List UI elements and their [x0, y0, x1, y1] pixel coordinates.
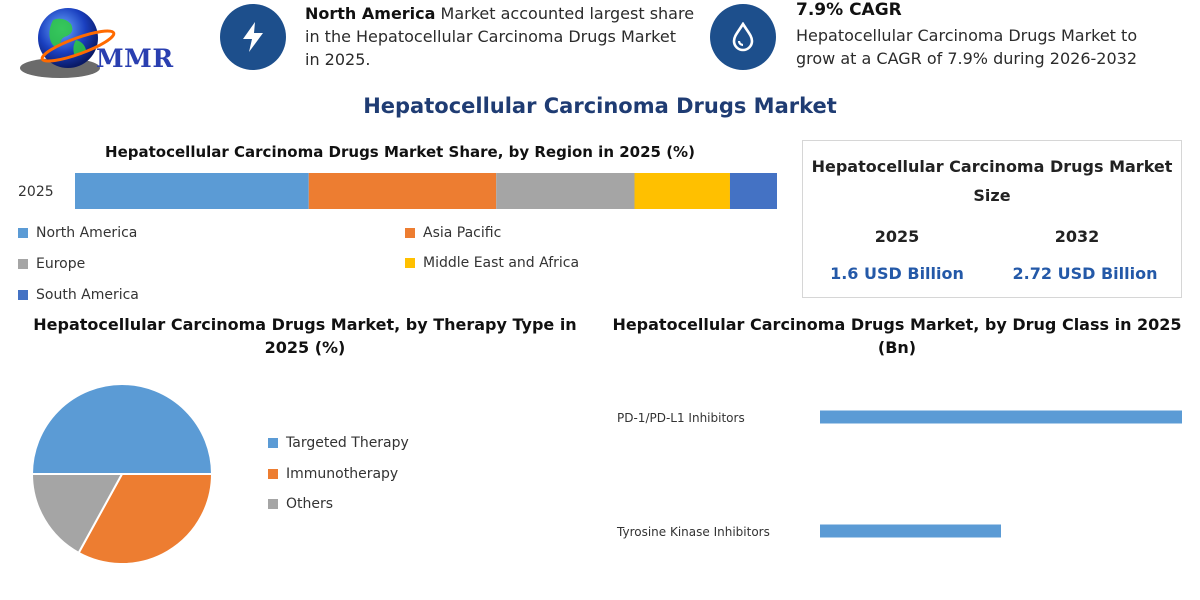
drug-class-chart-title: Hepatocellular Carcinoma Drugs Market, b… — [612, 315, 1182, 357]
therapy-chart-title: Hepatocellular Carcinoma Drugs Market, b… — [33, 315, 577, 357]
legend-swatch — [268, 499, 278, 509]
drug-class-label: PD-1/PD-L1 Inhibitors — [617, 411, 745, 425]
bar-segment-north-america — [75, 173, 309, 209]
market-size-year-start: 2025 — [874, 227, 920, 246]
info-highlight: North America — [305, 4, 436, 23]
market-size-title: Hepatocellular Carcinoma Drugs Market Si… — [811, 157, 1173, 205]
legend-swatch — [18, 228, 28, 238]
mmr-logo — [20, 8, 116, 78]
bar-segment-europe — [496, 173, 635, 209]
legend-south-america: South America — [18, 287, 139, 303]
legend-label: Others — [286, 496, 334, 512]
water-drop-icon — [710, 4, 776, 70]
legend-swatch — [405, 258, 415, 268]
legend-swatch — [405, 228, 415, 238]
logo-text: MMR — [96, 44, 174, 73]
legend-middle-east-africa: Middle East and Africa — [405, 255, 579, 271]
legend-swatch — [18, 259, 28, 269]
pie-slice-immunotherapy — [77, 473, 214, 565]
region-stacked-bar — [75, 173, 777, 209]
legend-swatch — [18, 290, 28, 300]
pie-slice-targeted-therapy — [30, 383, 214, 475]
bar-segment-south-america — [729, 173, 777, 209]
region-chart-title: Hepatocellular Carcinoma Drugs Market Sh… — [105, 143, 695, 161]
market-size-value-start: 1.6 USD Billion — [830, 264, 964, 283]
legend-north-america: North America — [18, 225, 137, 241]
lightning-icon — [220, 4, 286, 70]
legend-label: Immunotherapy — [286, 466, 399, 482]
legend-swatch — [268, 469, 278, 479]
region-category-label: 2025 — [18, 184, 54, 200]
info-body: Market accounted largest share in the He… — [305, 4, 695, 69]
market-size-value-end: 2.72 USD Billion — [1012, 264, 1158, 283]
legend-label: Middle East and Africa — [423, 255, 580, 271]
therapy-pie-chart — [30, 383, 214, 565]
market-size-year-end: 2032 — [1054, 227, 1100, 246]
bar-tyrosine-kinase-inhibitors — [820, 524, 1001, 538]
market-size-box — [802, 140, 1182, 298]
legend-europe: Europe — [18, 256, 85, 272]
main-title: Hepatocellular Carcinoma Drugs Market — [363, 94, 837, 118]
cagr-text: Hepatocellular Carcinoma Drugs Market to… — [796, 26, 1138, 68]
legend-label: Asia Pacific — [423, 225, 502, 241]
legend-label: North America — [36, 225, 138, 241]
bar-segment-asia-pacific — [308, 173, 497, 209]
legend-swatch — [268, 438, 278, 448]
legend-label: Targeted Therapy — [286, 435, 409, 451]
legend-others: Others — [268, 496, 333, 512]
bar-pd-1-pd-l1-inhibitors — [820, 410, 1182, 424]
legend-label: Europe — [36, 256, 86, 272]
pie-slice-others — [30, 473, 124, 555]
drug-class-bar-chart: PD-1/PD-L1 Inhibitors Tyrosine Kinase Inh… — [616, 410, 1182, 539]
legend-label: South America — [36, 287, 139, 303]
legend-asia-pacific: Asia Pacific — [405, 225, 501, 241]
legend-targeted-therapy: Targeted Therapy — [268, 435, 409, 451]
cagr-title: 7.9% CAGR — [796, 0, 902, 20]
drug-class-label: Tyrosine Kinase Inhibitors — [616, 525, 770, 539]
info-north-america: North America Market accounted largest s… — [305, 2, 695, 71]
legend-immunotherapy: Immunotherapy — [268, 466, 398, 482]
bar-segment-middle-east-and-africa — [634, 173, 730, 209]
